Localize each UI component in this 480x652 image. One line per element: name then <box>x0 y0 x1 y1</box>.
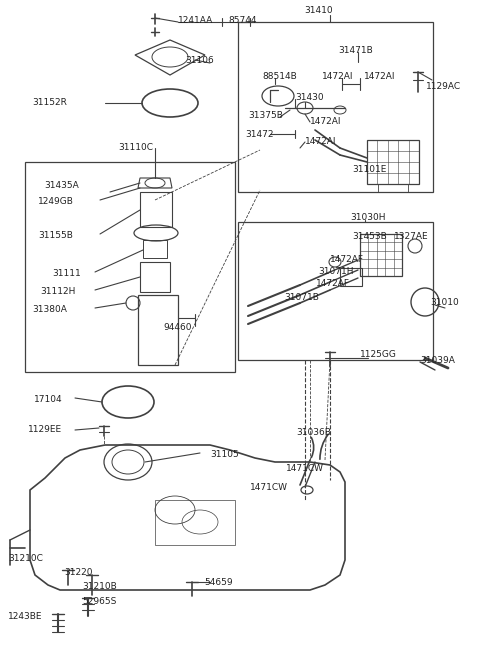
Text: 1327AE: 1327AE <box>394 232 429 241</box>
Text: 1472AI: 1472AI <box>364 72 396 81</box>
Text: 52965S: 52965S <box>82 597 116 606</box>
Text: 54659: 54659 <box>204 578 233 587</box>
Bar <box>143 240 167 258</box>
Bar <box>155 500 235 545</box>
Text: 31375B: 31375B <box>248 111 283 120</box>
Bar <box>238 22 433 192</box>
Text: 31101E: 31101E <box>352 165 386 174</box>
Text: 31380A: 31380A <box>32 305 67 314</box>
Text: 1472AF: 1472AF <box>330 255 364 264</box>
Bar <box>367 140 419 184</box>
Text: 31430: 31430 <box>295 93 324 102</box>
Text: 31110C: 31110C <box>118 143 153 152</box>
Text: 1129EE: 1129EE <box>28 425 62 434</box>
Text: 17104: 17104 <box>34 395 62 404</box>
Text: 1472AF: 1472AF <box>316 279 350 288</box>
Bar <box>138 295 178 365</box>
Text: 1472AI: 1472AI <box>305 137 336 146</box>
Text: 31010: 31010 <box>430 298 459 307</box>
Text: 31105: 31105 <box>210 450 239 459</box>
Text: 31210B: 31210B <box>82 582 117 591</box>
Text: 1243BE: 1243BE <box>8 612 43 621</box>
Text: 31210C: 31210C <box>8 554 43 563</box>
Text: 31472: 31472 <box>245 130 274 139</box>
Text: 1241AA: 1241AA <box>178 16 213 25</box>
Text: 85744: 85744 <box>228 16 256 25</box>
Text: 31152R: 31152R <box>32 98 67 107</box>
Text: 31071B: 31071B <box>284 293 319 302</box>
Text: 1129AC: 1129AC <box>426 82 461 91</box>
Text: 31112H: 31112H <box>40 287 75 296</box>
Text: 31030H: 31030H <box>350 213 385 222</box>
Text: 31036B: 31036B <box>296 428 331 437</box>
Text: 94460: 94460 <box>163 323 192 332</box>
Bar <box>25 162 235 372</box>
Bar <box>340 268 362 286</box>
Text: 31410: 31410 <box>304 6 333 15</box>
Text: 31435A: 31435A <box>44 181 79 190</box>
Bar <box>140 262 170 292</box>
Text: 31220: 31220 <box>64 568 93 577</box>
Text: 31071H: 31071H <box>318 267 353 276</box>
Text: 1471CW: 1471CW <box>250 483 288 492</box>
Text: 1249GB: 1249GB <box>38 197 74 206</box>
Bar <box>238 222 433 360</box>
Bar <box>360 234 402 276</box>
Text: 31471B: 31471B <box>338 46 373 55</box>
Text: 31106: 31106 <box>185 56 214 65</box>
Text: 31155B: 31155B <box>38 231 73 240</box>
Text: 31039A: 31039A <box>420 356 455 365</box>
Text: 1472AI: 1472AI <box>310 117 341 126</box>
Text: 31453B: 31453B <box>352 232 387 241</box>
Text: 88514B: 88514B <box>262 72 297 81</box>
Text: 1471CW: 1471CW <box>286 464 324 473</box>
Text: 31111: 31111 <box>52 269 81 278</box>
Bar <box>378 184 408 192</box>
Bar <box>140 192 172 227</box>
Text: 1472AI: 1472AI <box>322 72 353 81</box>
Text: 1125GG: 1125GG <box>360 350 397 359</box>
